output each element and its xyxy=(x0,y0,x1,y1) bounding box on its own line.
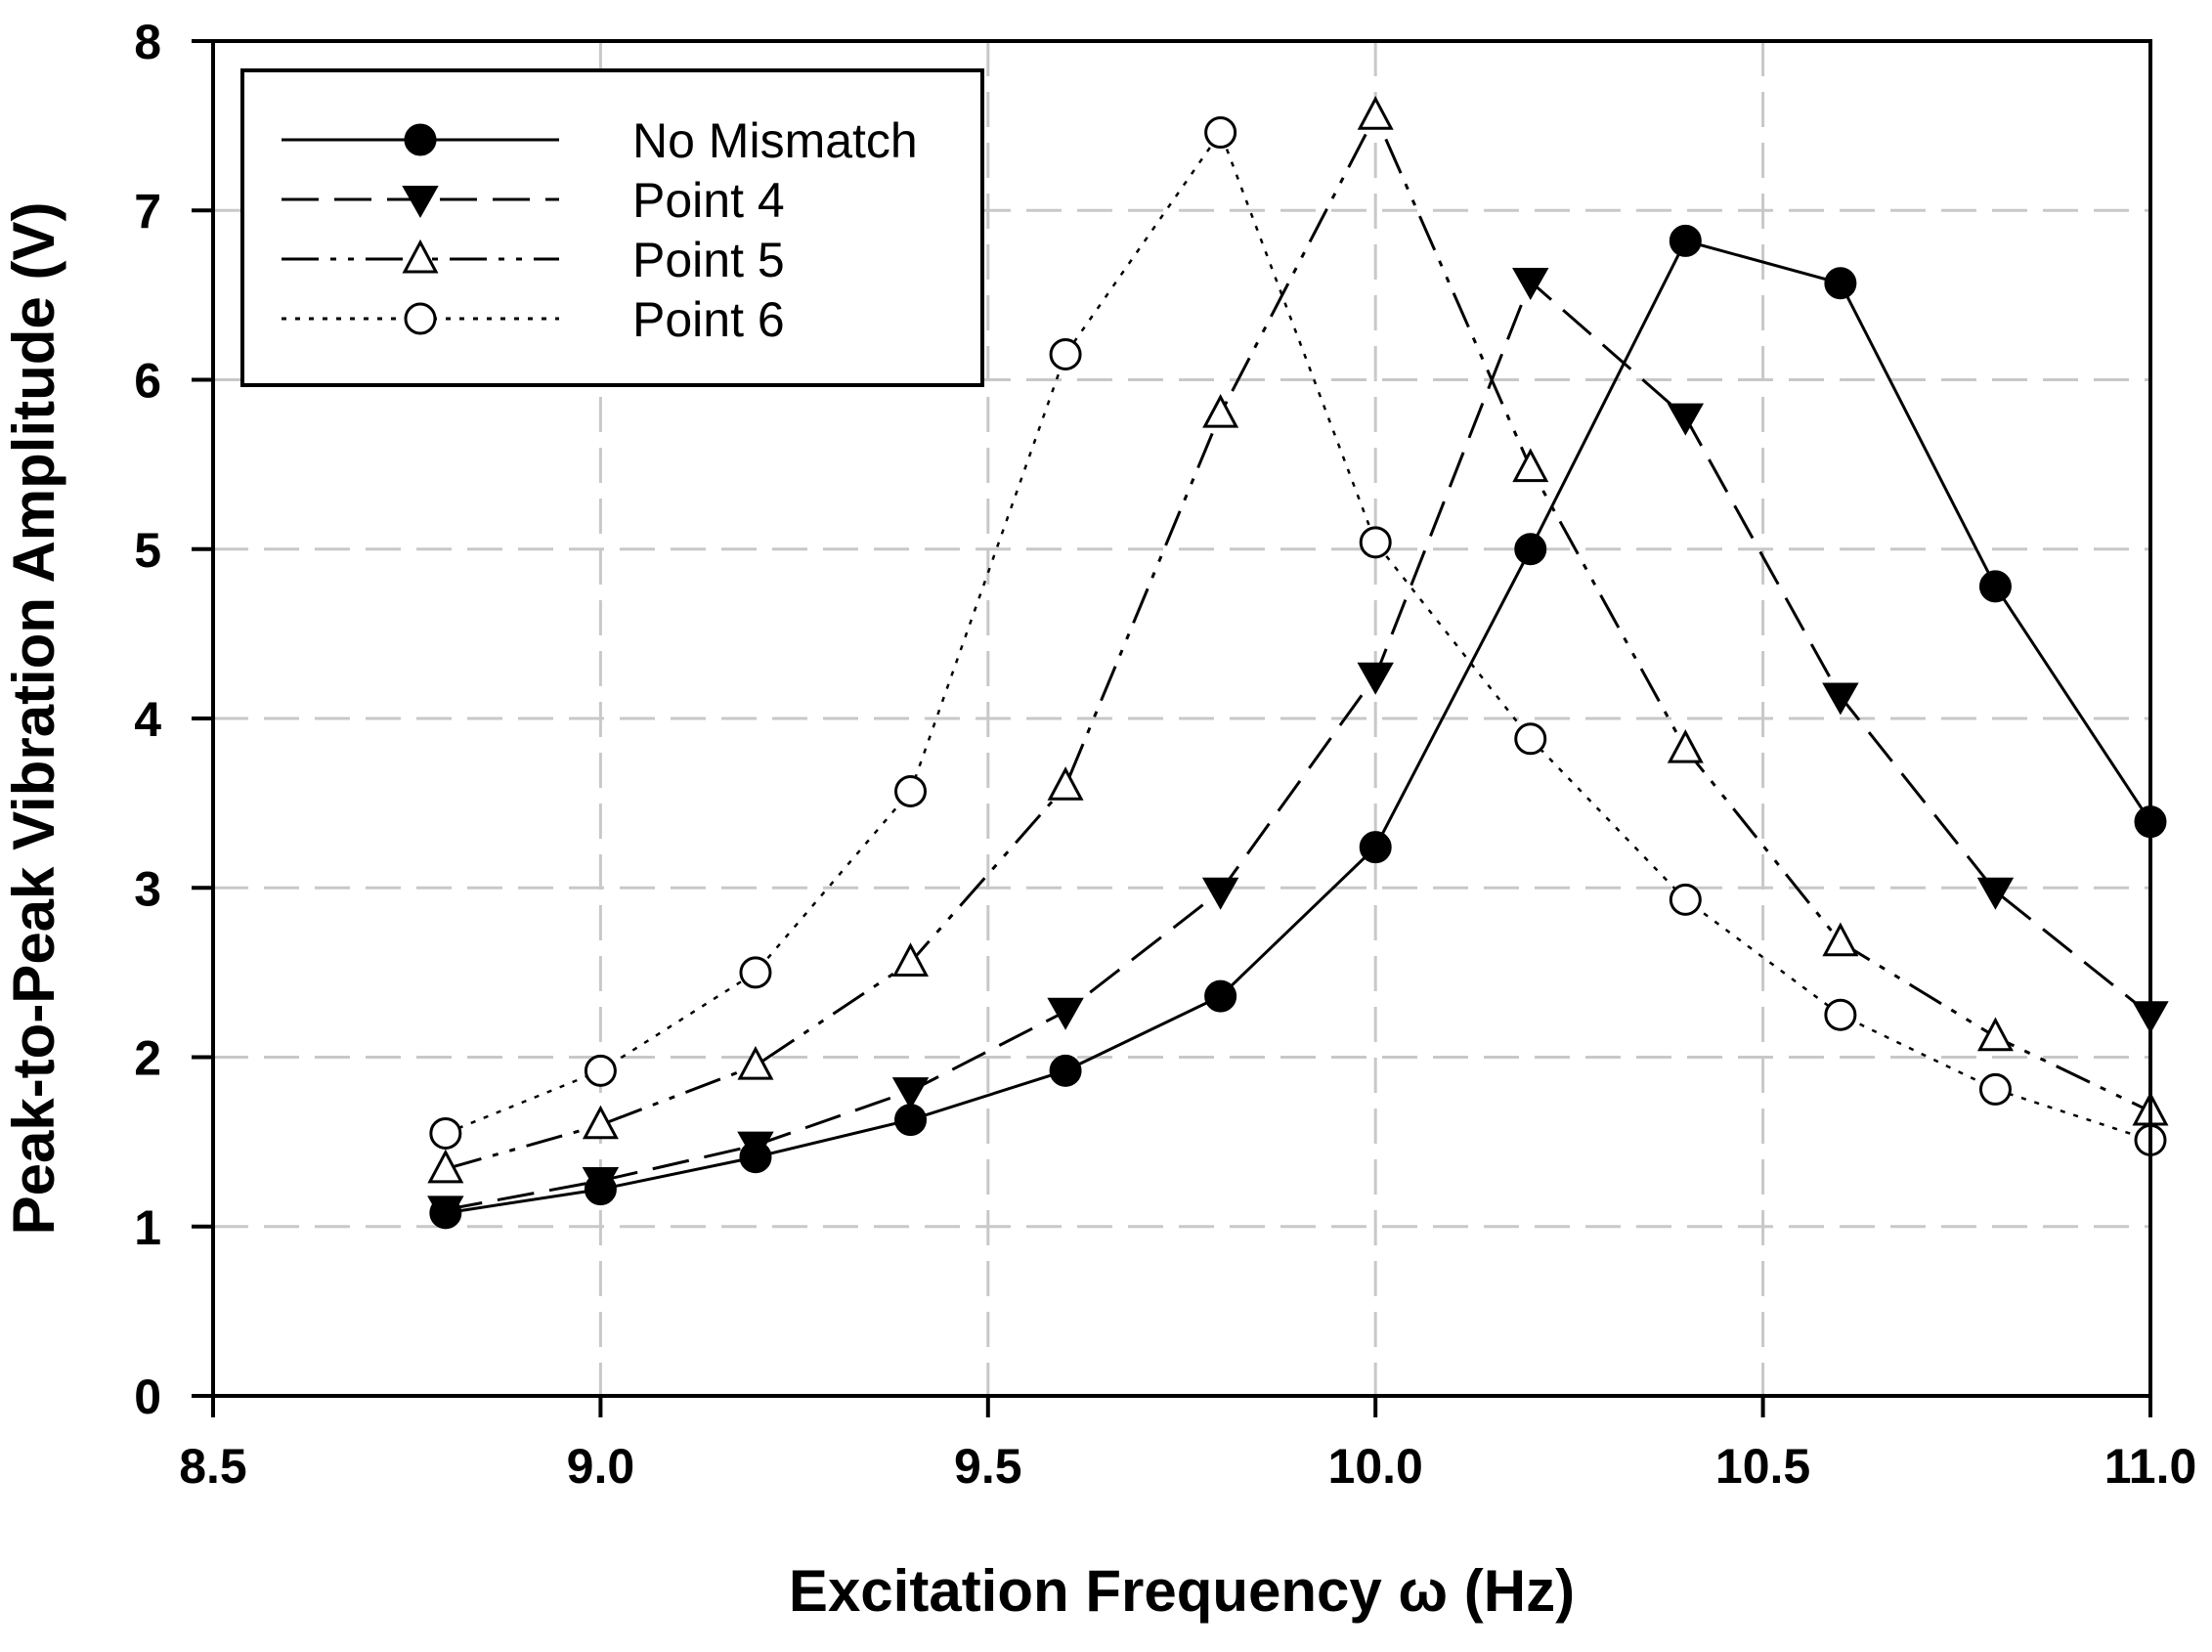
y-tick-label: 5 xyxy=(134,523,161,578)
y-tick-label: 3 xyxy=(134,861,161,916)
x-tick-label: 10.0 xyxy=(1328,1439,1423,1494)
data-point-point-4 xyxy=(427,1196,464,1229)
data-point-point-4 xyxy=(891,1077,930,1110)
y-axis-title: Peak-to-Peak Vibration Amplitude (V) xyxy=(1,202,66,1236)
y-tick-label: 7 xyxy=(134,184,161,239)
data-point-point-4 xyxy=(1822,682,1859,716)
data-point-no-mismatch xyxy=(1049,1054,1082,1087)
data-point-no-mismatch xyxy=(1204,979,1237,1013)
legend-marker-no-mismatch xyxy=(404,123,437,156)
x-axis-title: Excitation Frequency ω (Hz) xyxy=(789,1558,1575,1624)
data-point-point-5 xyxy=(427,1149,464,1184)
legend-label-point-5: Point 5 xyxy=(632,233,785,287)
data-point-point-6 xyxy=(1978,1072,2012,1106)
data-point-point-5 xyxy=(1047,766,1084,801)
legend-label-point-4: Point 4 xyxy=(632,173,785,228)
data-point-point-6 xyxy=(739,956,772,989)
legend-label-no-mismatch: No Mismatch xyxy=(632,113,918,168)
legend-marker-point-5 xyxy=(402,239,439,274)
data-point-point-6 xyxy=(584,1054,617,1087)
y-tick-label: 0 xyxy=(134,1369,161,1424)
data-point-point-4 xyxy=(1201,877,1239,910)
data-point-point-5 xyxy=(582,1105,619,1140)
data-point-point-4 xyxy=(1047,997,1084,1030)
data-point-point-5 xyxy=(1822,922,1859,957)
data-point-point-5 xyxy=(737,1045,774,1080)
legend-marker-point-6 xyxy=(404,302,437,335)
data-point-no-mismatch xyxy=(1359,831,1392,864)
data-point-point-5 xyxy=(1357,96,1394,130)
data-point-point-6 xyxy=(1669,883,1702,916)
x-tick-label: 8.5 xyxy=(179,1439,247,1494)
legend-box xyxy=(240,68,984,387)
data-point-point-4 xyxy=(582,1166,620,1200)
data-point-point-5 xyxy=(1202,393,1239,428)
x-tick-label: 11.0 xyxy=(2104,1439,2197,1494)
data-point-point-5 xyxy=(1976,1017,2014,1052)
x-tick-label: 10.5 xyxy=(1715,1439,1810,1494)
data-point-point-6 xyxy=(1824,998,1857,1031)
series-layer xyxy=(427,96,2169,1230)
data-point-point-4 xyxy=(1667,403,1705,436)
data-point-point-4 xyxy=(1357,662,1394,695)
gridlines xyxy=(213,41,2150,1396)
y-tick-label: 4 xyxy=(134,692,161,747)
data-point-point-5 xyxy=(1512,448,1549,483)
data-point-point-5 xyxy=(1667,728,1704,763)
x-tick-label: 9.0 xyxy=(567,1439,635,1494)
legend-marker-point-4 xyxy=(402,186,439,219)
series-point-6 xyxy=(429,116,2167,1156)
x-tick-label: 9.5 xyxy=(954,1439,1022,1494)
series-point-4 xyxy=(427,268,2169,1229)
series-point-5 xyxy=(427,96,2169,1184)
data-point-no-mismatch xyxy=(1514,533,1547,566)
series-line-point-5 xyxy=(445,111,2151,1171)
legend-label-point-6: Point 6 xyxy=(632,292,785,347)
data-point-point-6 xyxy=(1204,116,1237,150)
y-tick-label: 2 xyxy=(134,1031,161,1086)
data-point-point-4 xyxy=(737,1131,774,1164)
data-point-point-6 xyxy=(894,774,928,807)
data-point-no-mismatch xyxy=(1669,224,1702,257)
y-tick-label: 6 xyxy=(134,354,161,409)
data-point-no-mismatch xyxy=(1824,267,1857,300)
series-line-point-4 xyxy=(445,279,2151,1211)
data-point-point-6 xyxy=(429,1116,462,1150)
data-point-point-6 xyxy=(1359,526,1392,559)
data-point-point-6 xyxy=(1049,338,1082,371)
series-line-no-mismatch xyxy=(445,239,2152,1215)
y-axis: 0 1 2 3 4 5 6 7 8 xyxy=(134,15,213,1424)
data-point-point-5 xyxy=(892,942,930,977)
data-point-point-4 xyxy=(1976,877,2015,910)
data-point-no-mismatch xyxy=(1978,570,2012,603)
data-point-point-6 xyxy=(1514,722,1547,756)
x-axis: 8.5 9.0 9.5 10.0 10.5 11.0 xyxy=(179,1396,2196,1494)
y-tick-label: 8 xyxy=(134,15,161,69)
y-tick-label: 1 xyxy=(134,1200,161,1255)
data-point-point-4 xyxy=(1512,268,1549,301)
